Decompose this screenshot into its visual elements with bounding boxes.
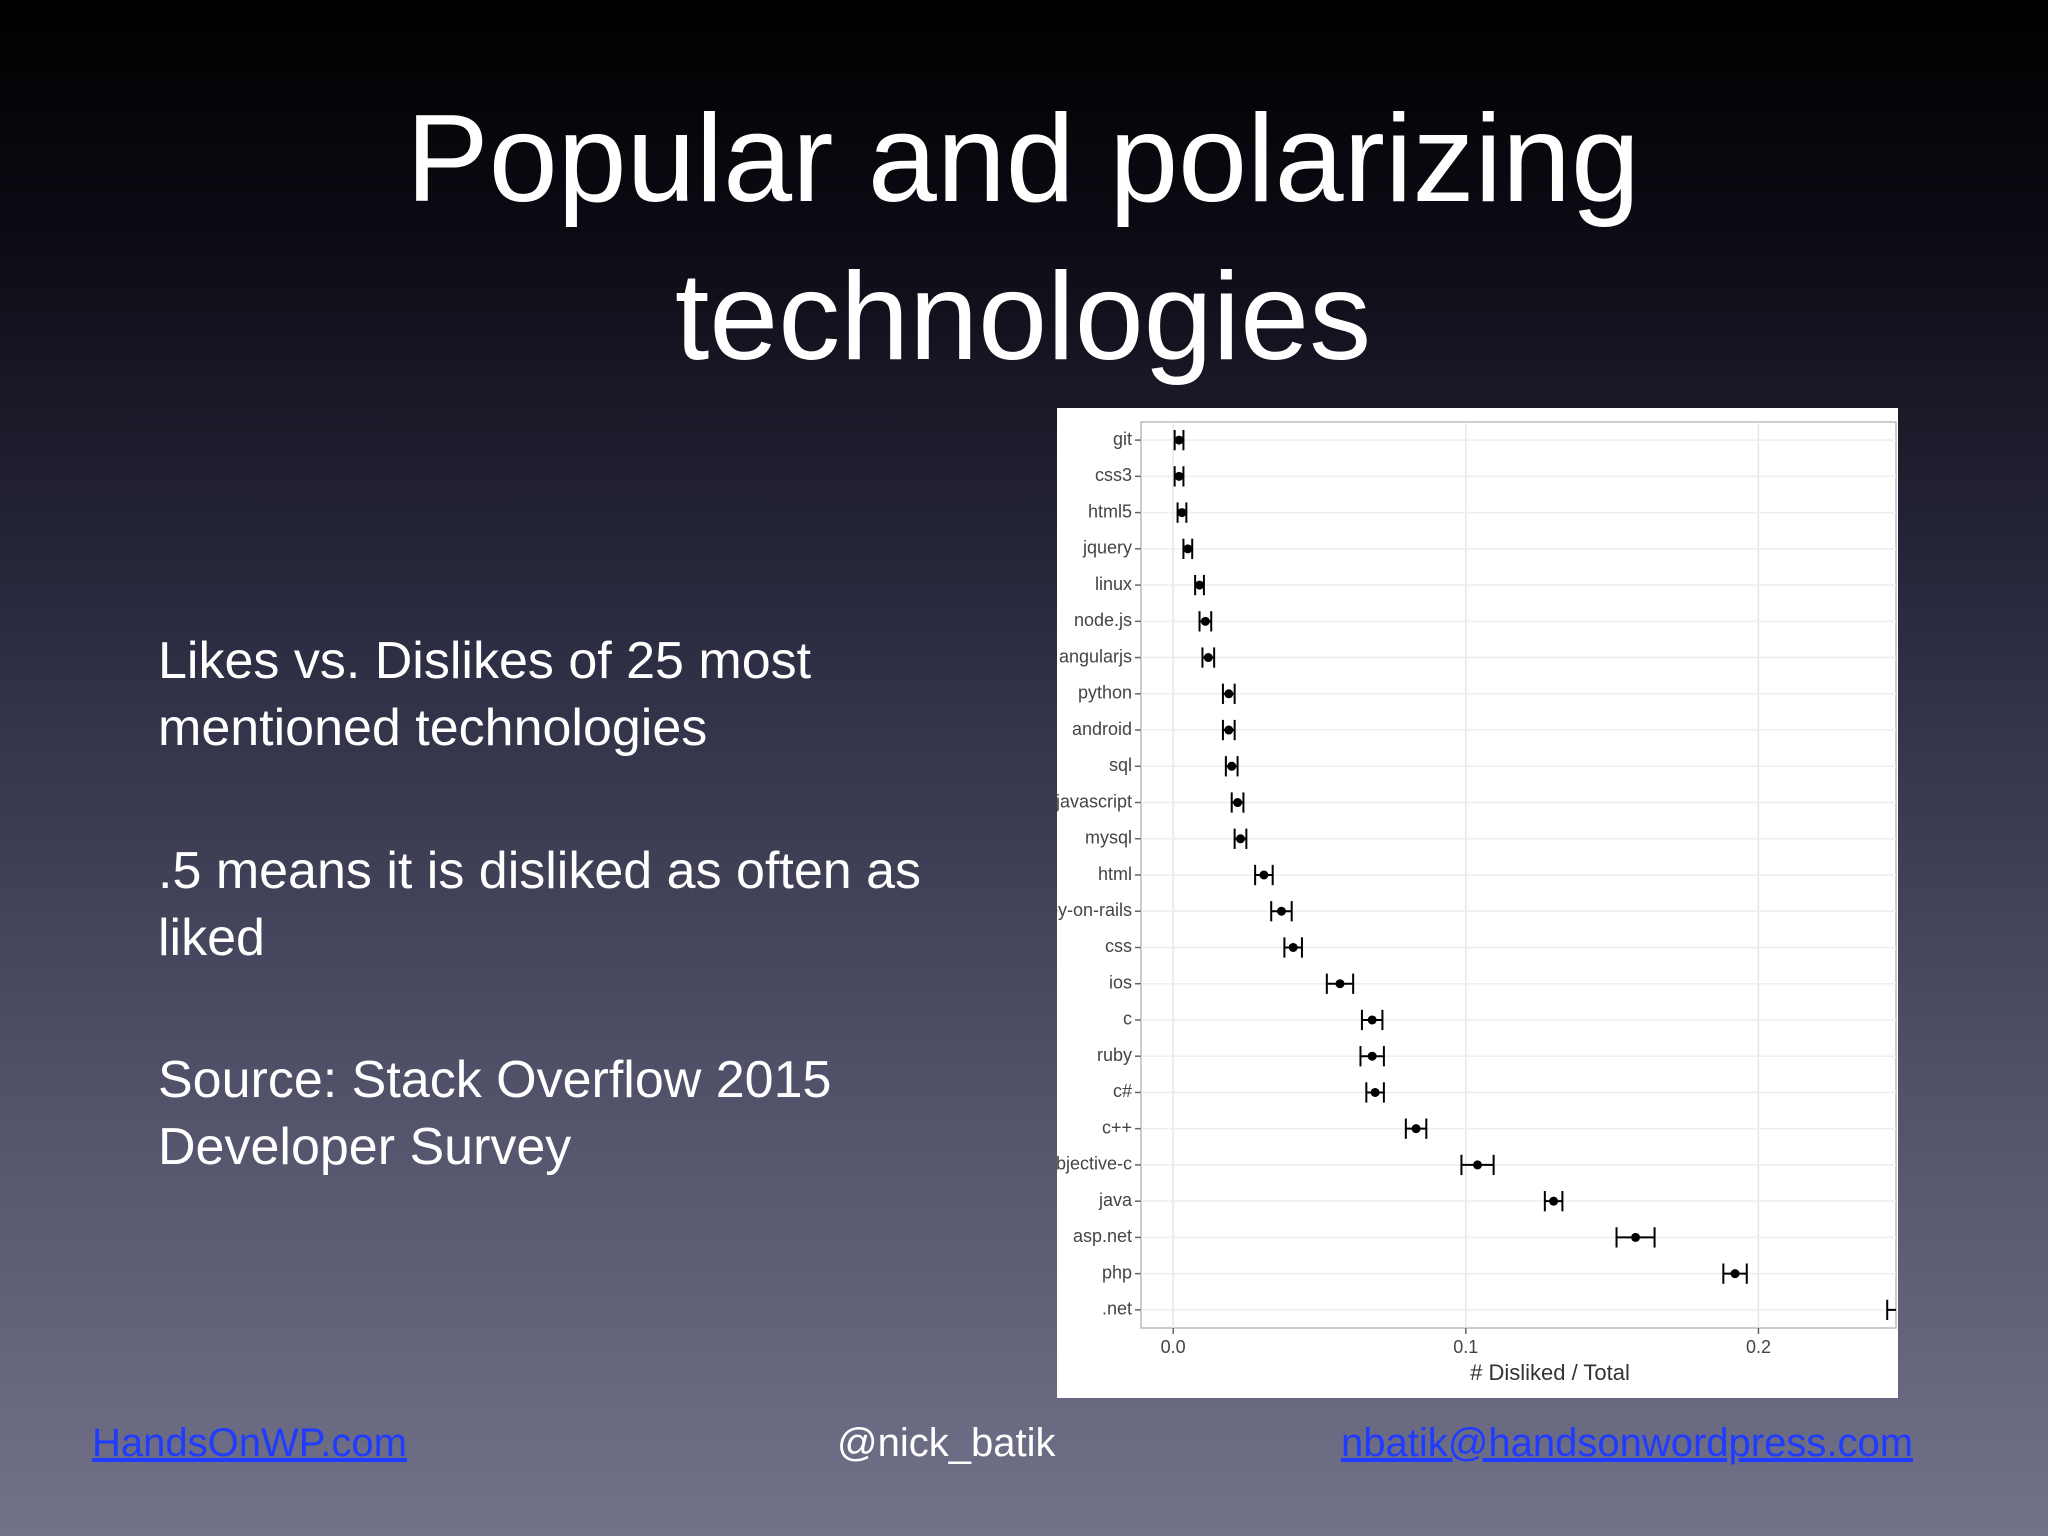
point xyxy=(1549,1196,1559,1206)
y-tick-label: git xyxy=(1113,429,1132,449)
y-tick-label: android xyxy=(1072,719,1132,739)
slide-title: Popular and polarizing technologies xyxy=(406,90,1640,386)
point xyxy=(1367,1051,1377,1061)
point xyxy=(1174,471,1184,481)
footer-email[interactable]: nbatik@handsonwordpress.com xyxy=(1341,1421,1914,1465)
x-tick-label: 0.2 xyxy=(1746,1337,1771,1357)
point xyxy=(1227,761,1237,771)
point xyxy=(1183,544,1193,554)
point xyxy=(1235,834,1245,844)
y-tick-label: javascript xyxy=(1055,791,1132,811)
point xyxy=(1367,1015,1377,1025)
y-tick-label: ruby xyxy=(1097,1045,1132,1065)
point xyxy=(1174,435,1184,445)
point xyxy=(1276,906,1286,916)
y-tick-label: ruby-on-rails xyxy=(1032,900,1132,920)
y-tick-label: css3 xyxy=(1095,465,1132,485)
y-tick-label: .net xyxy=(1102,1299,1132,1319)
y-tick-label: java xyxy=(1098,1190,1133,1210)
y-tick-label: html5 xyxy=(1088,501,1132,521)
point xyxy=(1224,725,1234,735)
y-tick-label: asp.net xyxy=(1073,1226,1132,1246)
point xyxy=(1631,1232,1641,1242)
y-tick-label: objective-c xyxy=(1046,1154,1132,1174)
y-tick-label: c xyxy=(1123,1009,1132,1029)
point xyxy=(1200,616,1210,626)
point xyxy=(1177,508,1187,518)
x-tick-label: 0.1 xyxy=(1453,1337,1478,1357)
y-tick-label: css xyxy=(1105,936,1132,956)
point xyxy=(1259,870,1269,880)
y-tick-label: angularjs xyxy=(1059,646,1132,666)
y-tick-label: linux xyxy=(1095,574,1132,594)
bullet: Source: Stack Overflow 2015 Developer Su… xyxy=(158,1051,832,1176)
point xyxy=(1730,1269,1740,1279)
x-tick-label: 0.0 xyxy=(1161,1337,1186,1357)
y-tick-label: c++ xyxy=(1102,1117,1132,1137)
bullet: .5 means it is disliked as often as like… xyxy=(158,842,922,967)
y-tick-label: ios xyxy=(1109,972,1132,992)
footer-handle: @nick_batik xyxy=(837,1421,1056,1465)
error-bar xyxy=(1886,1299,1896,1321)
point xyxy=(1335,979,1345,989)
y-tick-label: html xyxy=(1098,864,1132,884)
y-tick-label: mysql xyxy=(1085,828,1132,848)
x-axis-label: # Disliked / Total xyxy=(1470,1360,1630,1385)
y-tick-label: sql xyxy=(1109,755,1132,775)
point xyxy=(1233,798,1243,808)
point xyxy=(1288,942,1298,952)
point xyxy=(1224,689,1234,699)
point xyxy=(1195,580,1205,590)
point xyxy=(1370,1087,1380,1097)
y-tick-label: c# xyxy=(1113,1081,1132,1101)
bullet: Likes vs. Dislikes of 25 most mentioned … xyxy=(158,632,812,757)
point xyxy=(1473,1160,1483,1170)
y-tick-label: python xyxy=(1078,683,1132,703)
point xyxy=(1203,653,1213,663)
y-tick-label: php xyxy=(1102,1262,1132,1282)
y-tick-label: node.js xyxy=(1074,610,1132,630)
point xyxy=(1900,1305,1909,1314)
y-tick-label: jquery xyxy=(1082,538,1132,558)
point xyxy=(1411,1124,1421,1134)
footer-link[interactable]: HandsOnWP.com xyxy=(92,1421,407,1465)
